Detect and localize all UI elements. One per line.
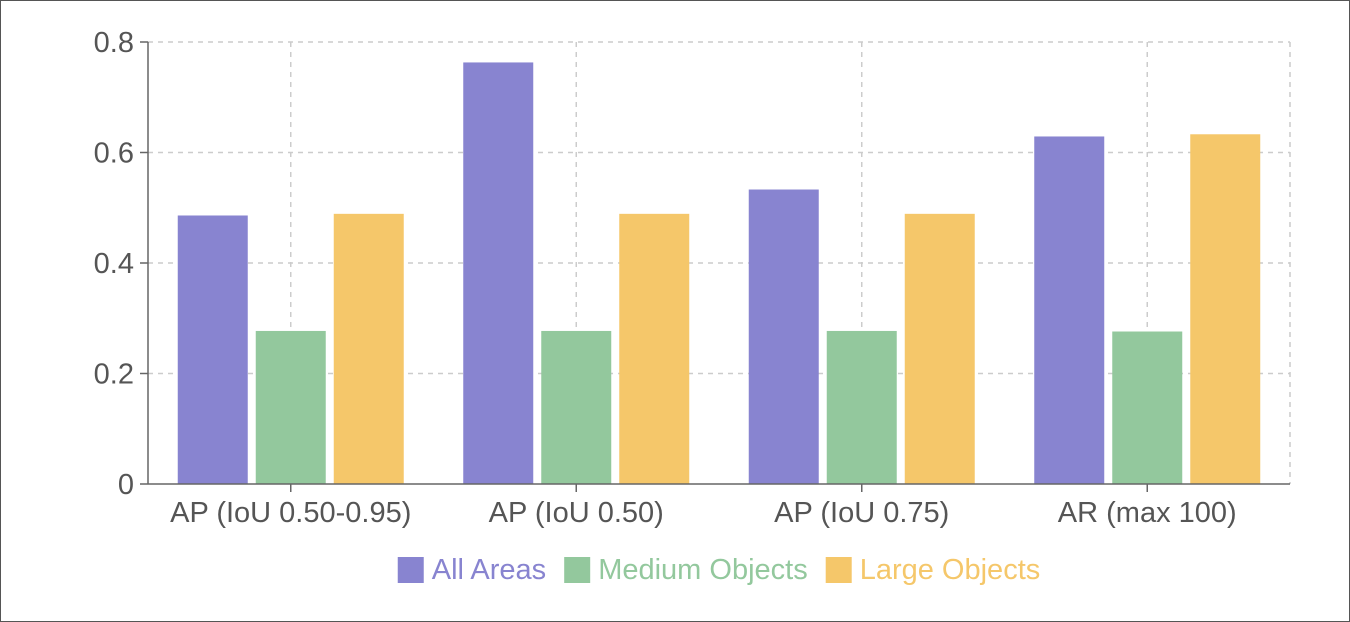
- bar-medium-objects[interactable]: [826, 330, 897, 484]
- legend-swatch[interactable]: [825, 557, 852, 583]
- x-tick-label: AR (max 100): [1058, 497, 1237, 529]
- legend-swatch[interactable]: [564, 557, 591, 583]
- bar-large-objects[interactable]: [333, 213, 404, 484]
- bar-all-areas[interactable]: [463, 62, 534, 484]
- y-tick-labels: 0 0.2 0.4 0.6 0.8: [94, 27, 134, 501]
- y-tick-label: 0.4: [94, 248, 134, 280]
- axes: [140, 41, 1290, 492]
- bar-medium-objects[interactable]: [1112, 331, 1183, 484]
- bar-large-objects[interactable]: [904, 213, 975, 484]
- legend-label: All Areas: [432, 554, 546, 586]
- y-tick-label: 0.8: [94, 27, 134, 59]
- y-tick-label: 0.2: [94, 359, 134, 391]
- x-tick-label: AP (IoU 0.50): [489, 497, 664, 529]
- bar-large-objects[interactable]: [1190, 134, 1261, 484]
- y-tick-label: 0.6: [94, 138, 134, 170]
- bar-large-objects[interactable]: [619, 213, 690, 484]
- y-tick-label: 0: [118, 469, 134, 501]
- bar-all-areas[interactable]: [1034, 136, 1105, 485]
- bar-all-areas[interactable]: [748, 189, 819, 484]
- x-tick-label: AP (IoU 0.75): [774, 497, 949, 529]
- bar-all-areas[interactable]: [177, 215, 248, 485]
- legend[interactable]: All Areas Medium Objects Large Objects: [397, 554, 1041, 586]
- bar-medium-objects[interactable]: [255, 330, 326, 484]
- bars: [177, 62, 1261, 485]
- legend-swatch[interactable]: [397, 557, 424, 583]
- x-tick-label: AP (IoU 0.50-0.95): [170, 497, 411, 529]
- x-tick-labels: AP (IoU 0.50-0.95) AP (IoU 0.50) AP (IoU 0…: [170, 497, 1237, 529]
- legend-label: Medium Objects: [598, 554, 808, 586]
- legend-label: Large Objects: [860, 554, 1041, 586]
- bar-medium-objects[interactable]: [541, 330, 612, 484]
